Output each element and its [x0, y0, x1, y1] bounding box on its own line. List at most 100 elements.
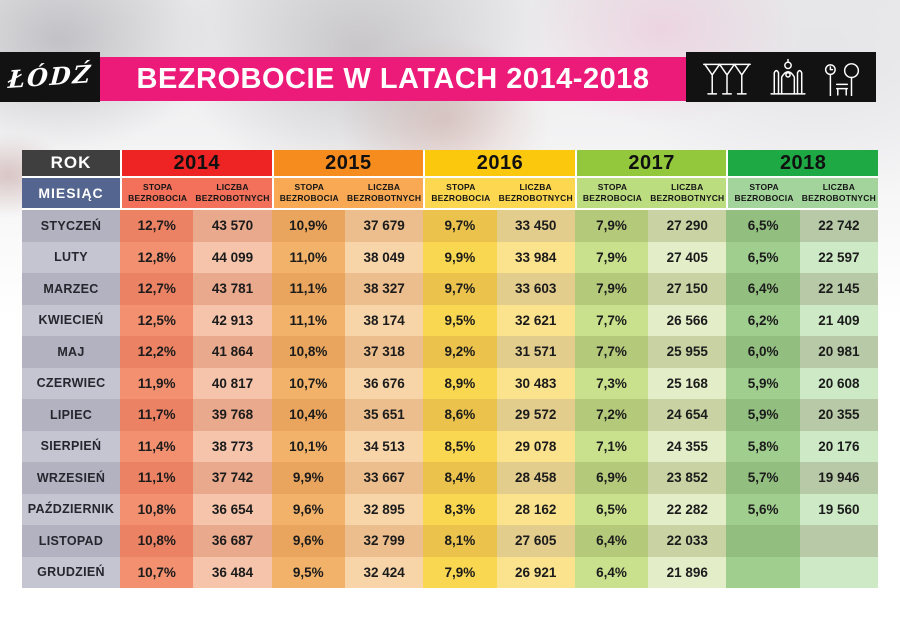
- rate-subheader-2016: STOPA BEZROBOCIA: [423, 178, 497, 210]
- rate-cell-2018: 6,5%: [726, 210, 800, 242]
- month-label: LIPIEC: [22, 399, 120, 431]
- rate-cell-2014: 11,1%: [120, 462, 194, 494]
- count-cell-2015: 32 895: [345, 493, 424, 525]
- rate-cell-2018: 5,8%: [726, 430, 800, 462]
- count-cell-2015: 38 327: [345, 273, 424, 305]
- rate-cell-2017: 6,4%: [574, 525, 649, 557]
- rate-cell-2015: 11,0%: [271, 241, 345, 273]
- count-cell-2016: 30 483: [496, 367, 575, 399]
- count-cell-2014: 39 768: [193, 399, 272, 431]
- count-cell-2018: [799, 556, 878, 588]
- rate-cell-2017: 7,3%: [574, 367, 649, 399]
- rate-cell-2015: 10,9%: [271, 210, 345, 242]
- count-cell-2017: 24 654: [648, 399, 727, 431]
- count-cell-2015: 33 667: [345, 462, 424, 494]
- year-header-2018: 2018: [726, 150, 878, 178]
- count-cell-2015: 36 676: [345, 367, 424, 399]
- count-cell-2014: 36 687: [193, 525, 272, 557]
- month-label: MAJ: [22, 336, 120, 368]
- count-cell-2016: 33 984: [496, 241, 575, 273]
- rate-cell-2014: 11,4%: [120, 430, 194, 462]
- count-cell-2016: 29 572: [496, 399, 575, 431]
- month-label: SIERPIEŃ: [22, 430, 120, 462]
- count-cell-2015: 38 049: [345, 241, 424, 273]
- count-cell-2014: 41 864: [193, 336, 272, 368]
- count-cell-2018: 20 176: [799, 430, 878, 462]
- rate-cell-2014: 12,8%: [120, 241, 194, 273]
- rate-cell-2016: 9,7%: [423, 210, 497, 242]
- rate-cell-2018: 6,5%: [726, 241, 800, 273]
- rate-cell-2015: 9,6%: [271, 493, 345, 525]
- rate-cell-2014: 12,7%: [120, 273, 194, 305]
- unemployment-table: ROK 2014 2015 2016 2017 2018 MIESIĄC STO…: [22, 150, 878, 588]
- month-label: LISTOPAD: [22, 525, 120, 557]
- rate-cell-2017: 6,4%: [574, 556, 649, 588]
- count-cell-2017: 27 150: [648, 273, 727, 305]
- count-cell-2018: 22 597: [799, 241, 878, 273]
- rate-cell-2016: 8,9%: [423, 367, 497, 399]
- rate-cell-2014: 10,8%: [120, 525, 194, 557]
- count-cell-2015: 37 679: [345, 210, 424, 242]
- count-cell-2017: 21 896: [648, 556, 727, 588]
- rate-cell-2018: 6,4%: [726, 273, 800, 305]
- rate-subheader-2014: STOPA BEZROBOCIA: [120, 178, 194, 210]
- rok-header: ROK: [22, 150, 120, 178]
- year-header-2015: 2015: [271, 150, 424, 178]
- count-subheader-2017: LICZBA BEZROBOTNYCH: [648, 178, 727, 210]
- month-label: WRZESIEŃ: [22, 462, 120, 494]
- count-cell-2015: 37 318: [345, 336, 424, 368]
- rate-subheader-2018: STOPA BEZROBOCIA: [726, 178, 800, 210]
- count-cell-2018: 20 981: [799, 336, 878, 368]
- rate-cell-2015: 10,8%: [271, 336, 345, 368]
- count-cell-2015: 32 424: [345, 556, 424, 588]
- rate-cell-2018: [726, 525, 800, 557]
- count-cell-2018: 21 409: [799, 304, 878, 336]
- count-cell-2018: 20 355: [799, 399, 878, 431]
- count-cell-2016: 33 603: [496, 273, 575, 305]
- rate-cell-2014: 10,7%: [120, 556, 194, 588]
- rate-cell-2016: 8,5%: [423, 430, 497, 462]
- count-cell-2016: 27 605: [496, 525, 575, 557]
- rate-cell-2015: 9,5%: [271, 556, 345, 588]
- rate-cell-2017: 6,5%: [574, 493, 649, 525]
- rate-cell-2016: 9,2%: [423, 336, 497, 368]
- count-cell-2016: 26 921: [496, 556, 575, 588]
- count-cell-2018: 19 560: [799, 493, 878, 525]
- rate-cell-2017: 7,1%: [574, 430, 649, 462]
- count-cell-2015: 35 651: [345, 399, 424, 431]
- rate-cell-2016: 7,9%: [423, 556, 497, 588]
- count-cell-2014: 38 773: [193, 430, 272, 462]
- month-label: STYCZEŃ: [22, 210, 120, 242]
- count-cell-2014: 42 913: [193, 304, 272, 336]
- rate-cell-2016: 9,7%: [423, 273, 497, 305]
- count-cell-2014: 44 099: [193, 241, 272, 273]
- rate-cell-2014: 12,5%: [120, 304, 194, 336]
- rate-cell-2017: 7,9%: [574, 241, 649, 273]
- count-cell-2018: 20 608: [799, 367, 878, 399]
- rate-cell-2018: 5,9%: [726, 399, 800, 431]
- title-banner: BEZROBOCIE W LATACH 2014-2018: [100, 57, 686, 101]
- count-cell-2016: 32 621: [496, 304, 575, 336]
- count-cell-2017: 27 405: [648, 241, 727, 273]
- count-cell-2016: 28 458: [496, 462, 575, 494]
- rate-cell-2018: 6,0%: [726, 336, 800, 368]
- count-cell-2016: 31 571: [496, 336, 575, 368]
- rate-cell-2014: 12,2%: [120, 336, 194, 368]
- count-cell-2014: 40 817: [193, 367, 272, 399]
- rate-cell-2014: 11,7%: [120, 399, 194, 431]
- miesiac-header: MIESIĄC: [22, 178, 120, 210]
- rate-subheader-2017: STOPA BEZROBOCIA: [574, 178, 649, 210]
- month-label: MARZEC: [22, 273, 120, 305]
- park-icon: [823, 58, 861, 96]
- month-label: CZERWIEC: [22, 367, 120, 399]
- rate-cell-2017: 6,9%: [574, 462, 649, 494]
- count-cell-2015: 32 799: [345, 525, 424, 557]
- count-cell-2016: 28 162: [496, 493, 575, 525]
- rate-cell-2018: 5,7%: [726, 462, 800, 494]
- count-cell-2017: 25 168: [648, 367, 727, 399]
- count-cell-2016: 33 450: [496, 210, 575, 242]
- rate-cell-2015: 9,9%: [271, 462, 345, 494]
- lodz-logo: ŁÓDŹ: [0, 52, 100, 102]
- rate-cell-2014: 11,9%: [120, 367, 194, 399]
- lodz-logo-text: ŁÓDŹ: [6, 58, 94, 95]
